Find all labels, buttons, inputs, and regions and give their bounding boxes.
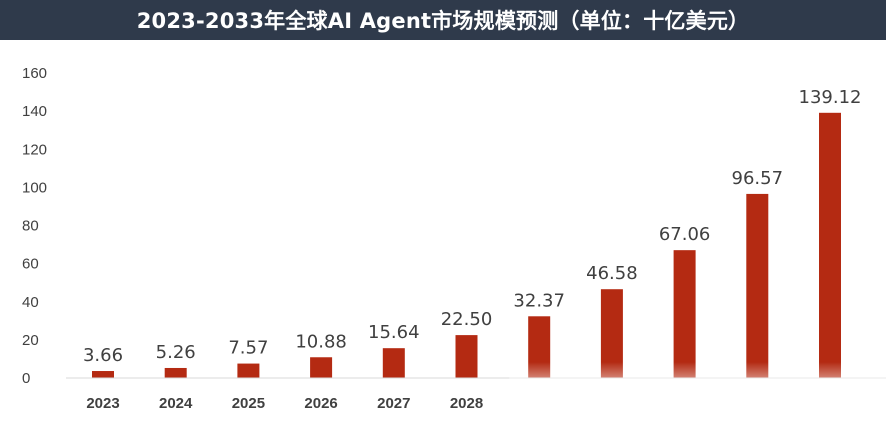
x-tick-label: 2024 (159, 395, 193, 412)
fade-overlay (509, 362, 886, 428)
x-tick-label: 2028 (450, 395, 483, 412)
bar (746, 193, 769, 378)
bars (92, 112, 841, 379)
y-tick-label: 60 (22, 256, 39, 273)
bar (673, 250, 696, 378)
data-label: 15.64 (368, 322, 420, 343)
data-label: 10.88 (295, 331, 347, 352)
data-label: 5.26 (156, 342, 196, 363)
x-tick-label: 2027 (377, 395, 410, 412)
y-tick-label: 100 (22, 179, 47, 196)
bar (237, 363, 260, 378)
data-label: 96.57 (732, 168, 784, 189)
y-tick-label: 40 (22, 294, 39, 311)
bar (310, 357, 333, 378)
data-labels: 3.66 5.26 7.57 10.88 15.64 22.50 32.37 46.58 67.… (83, 87, 862, 366)
bar (164, 367, 187, 378)
y-tick-label: 140 (22, 103, 47, 120)
y-tick-label: 20 (22, 332, 39, 349)
data-label: 32.37 (513, 290, 565, 311)
data-label: 67.06 (659, 224, 711, 245)
x-axis: 2023 2024 2025 2026 2027 2028 (86, 395, 483, 412)
bar (455, 335, 478, 378)
y-tick-label: 0 (22, 370, 30, 387)
y-tick-label: 160 (22, 65, 47, 82)
bar (382, 348, 405, 378)
bar (600, 289, 623, 378)
chart-title: 2023-2033年全球AI Agent市场规模预测（单位：十亿美元） (136, 9, 750, 33)
data-label: 46.58 (586, 263, 638, 284)
y-axis: 0 20 40 60 80 100 120 140 160 (22, 65, 47, 387)
y-tick-label: 120 (22, 141, 47, 158)
data-label: 22.50 (441, 309, 493, 330)
x-tick-label: 2025 (232, 395, 265, 412)
bar (92, 371, 114, 378)
x-tick-label: 2023 (86, 395, 119, 412)
bar (819, 112, 841, 379)
title-bar: 2023-2033年全球AI Agent市场规模预测（单位：十亿美元） (0, 0, 886, 40)
data-label: 139.12 (799, 87, 862, 108)
data-label: 3.66 (83, 345, 123, 366)
y-tick-label: 80 (22, 218, 39, 235)
x-tick-label: 2026 (304, 395, 337, 412)
data-label: 7.57 (228, 338, 268, 359)
